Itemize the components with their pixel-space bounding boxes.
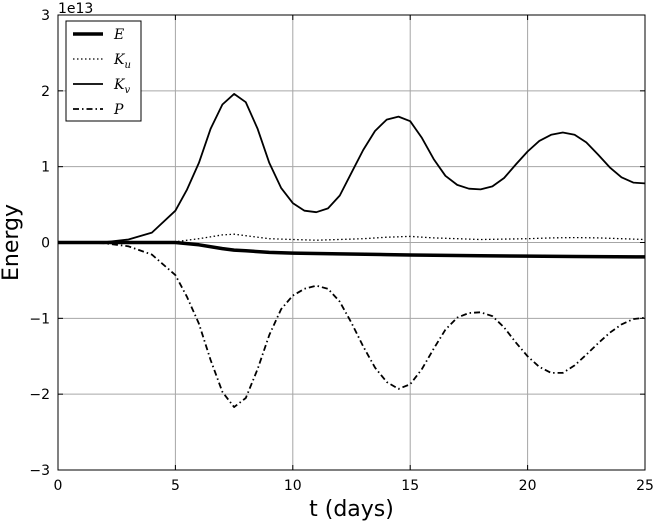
axis-ticks: 0 5 10 15 20 25 −3 −2 −1 0 1 2 3 bbox=[29, 8, 654, 494]
series-line-k-v bbox=[58, 93, 646, 244]
y-tick-label: −1 bbox=[29, 311, 50, 327]
x-tick-label: 5 bbox=[171, 478, 180, 494]
y-tick-label: −3 bbox=[29, 463, 50, 479]
series-line-e bbox=[58, 240, 646, 259]
series-line-p bbox=[58, 241, 646, 408]
series-line-k-u bbox=[58, 233, 646, 244]
legend-label: Ku bbox=[113, 52, 131, 71]
y-offset-label: 1e13 bbox=[58, 1, 93, 17]
y-tick-label: −2 bbox=[29, 387, 50, 403]
series-lines bbox=[58, 93, 646, 408]
legend-label: E bbox=[113, 27, 124, 43]
x-tick-label: 0 bbox=[54, 478, 63, 494]
x-tick-label: 10 bbox=[284, 478, 302, 494]
legend-box bbox=[65, 20, 142, 122]
x-axis-label: t (days) bbox=[309, 497, 394, 521]
legend: E Ku Kv P bbox=[65, 20, 142, 122]
x-tick-label: 15 bbox=[401, 478, 419, 494]
y-tick-label: 3 bbox=[41, 8, 50, 24]
x-tick-label: 20 bbox=[519, 478, 537, 494]
legend-label: P bbox=[113, 102, 124, 118]
y-tick-label: 2 bbox=[41, 84, 50, 100]
legend-label: Kv bbox=[113, 77, 130, 96]
y-tick-label: 1 bbox=[41, 160, 50, 176]
y-tick-label: 0 bbox=[41, 236, 50, 252]
x-tick-label: 25 bbox=[636, 478, 654, 494]
y-axis-label: Energy bbox=[0, 204, 24, 281]
